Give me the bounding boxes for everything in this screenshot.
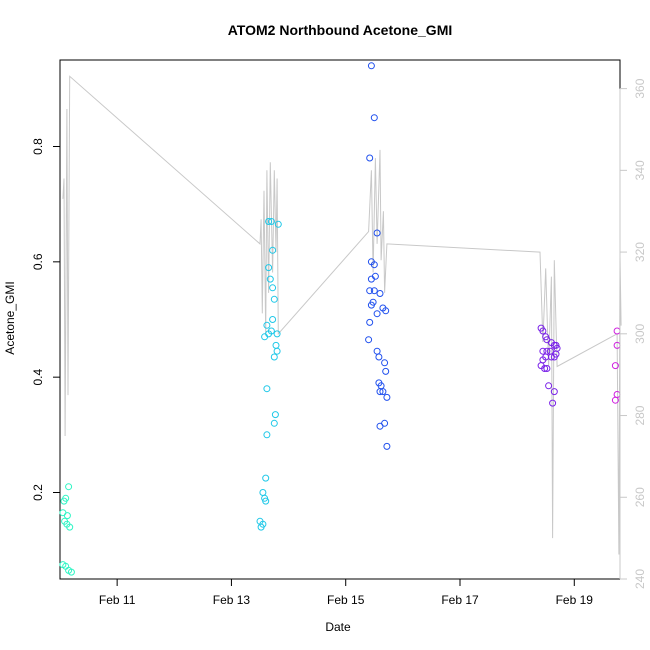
data-point <box>269 284 277 292</box>
data-point <box>263 431 271 439</box>
data-point <box>274 220 282 228</box>
data-point <box>269 316 277 323</box>
data-point <box>373 310 381 318</box>
data-point <box>259 520 267 528</box>
data-point <box>273 347 281 355</box>
data-point <box>376 388 384 396</box>
data-point <box>381 359 389 367</box>
y-axis-label: Acetone_GMI <box>3 281 17 354</box>
data-point <box>539 347 547 355</box>
y2-tick-label: 240 <box>633 569 647 589</box>
x-tick-label: Feb 17 <box>441 593 479 607</box>
data-point <box>265 264 273 272</box>
x-tick-label: Feb 13 <box>213 593 251 607</box>
data-point <box>263 321 271 329</box>
data-point <box>613 327 621 335</box>
data-point <box>267 218 275 225</box>
data-point <box>550 388 558 396</box>
data-point <box>382 367 390 375</box>
data-point <box>272 341 280 349</box>
y2-tick-label: 300 <box>633 323 647 343</box>
data-point <box>371 272 379 280</box>
chart-title: ATOM2 Northbound Acetone_GMI <box>228 22 453 38</box>
data-point <box>611 362 619 370</box>
data-point <box>552 350 560 358</box>
data-point <box>379 388 387 396</box>
x-tick-label: Feb 15 <box>327 593 365 607</box>
data-point <box>65 483 73 491</box>
data-point <box>271 411 279 419</box>
data-point <box>367 62 375 70</box>
data-point <box>270 419 278 427</box>
data-point <box>383 393 391 401</box>
data-point <box>539 327 547 335</box>
data-point <box>259 489 267 496</box>
secondary-line <box>62 75 622 555</box>
data-point <box>270 353 278 361</box>
data-point <box>383 442 391 450</box>
data-point <box>370 261 378 269</box>
data-point <box>373 229 381 237</box>
data-point <box>273 330 281 338</box>
plot-frame <box>59 59 621 580</box>
x-tick-label: Feb 19 <box>556 593 594 607</box>
y2-tick-label: 320 <box>633 242 647 262</box>
data-point <box>375 353 383 361</box>
data-point <box>541 365 549 372</box>
data-point <box>373 347 381 355</box>
data-point <box>549 399 557 407</box>
data-point <box>376 290 384 297</box>
y2-tick-label: 260 <box>633 487 647 507</box>
data-point <box>365 336 373 344</box>
y-tick-label: 0.4 <box>31 369 45 386</box>
data-point <box>381 419 389 427</box>
x-tick-label: Feb 11 <box>99 593 136 607</box>
data-point <box>66 523 74 531</box>
data-point <box>366 287 374 295</box>
y-tick-label: 0.6 <box>31 253 45 270</box>
y2-tick-label: 360 <box>633 78 647 98</box>
data-point <box>543 365 551 372</box>
data-point <box>67 568 75 576</box>
data-point <box>611 396 619 404</box>
data-point <box>63 512 71 520</box>
data-point <box>262 474 270 482</box>
data-point <box>366 318 374 326</box>
data-point <box>545 382 553 390</box>
data-point <box>60 497 68 505</box>
data-point <box>367 301 375 309</box>
y-tick-label: 0.2 <box>31 484 45 501</box>
data-point <box>267 327 275 335</box>
data-point <box>269 246 277 254</box>
data-point <box>270 295 278 303</box>
data-point <box>366 154 374 162</box>
y2-tick-label: 340 <box>633 160 647 180</box>
y-tick-label: 0.8 <box>31 138 45 155</box>
data-point <box>266 275 274 283</box>
data-point <box>370 287 378 295</box>
data-point <box>263 385 271 393</box>
x-axis-label: Date <box>325 620 351 634</box>
y2-tick-label: 280 <box>633 405 647 425</box>
data-point <box>382 307 390 315</box>
data-point <box>265 218 273 225</box>
data-point <box>262 497 270 505</box>
data-point <box>370 114 378 122</box>
